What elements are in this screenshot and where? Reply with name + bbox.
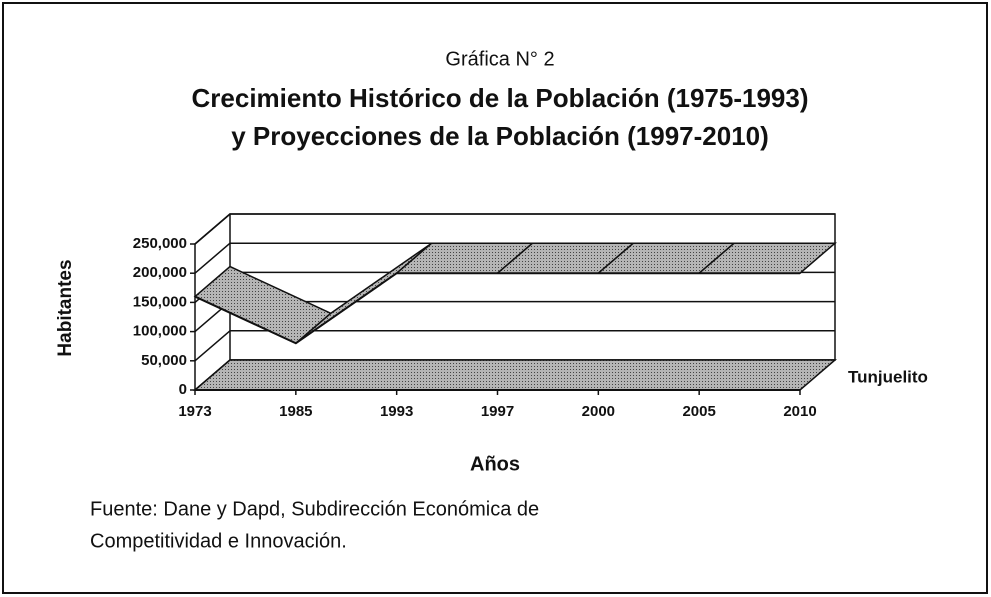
- source: Competitividad e Innovación.: [90, 530, 347, 552]
- x-tick-label: 1985: [279, 403, 312, 420]
- y-tick-label: 150,000: [133, 293, 187, 310]
- x-tick-label: 1997: [481, 403, 514, 420]
- grid-line: [194, 213, 231, 245]
- x-tick-label: 1973: [178, 403, 211, 420]
- legend-label: Tunjuelito: [848, 367, 928, 386]
- y-tick-label: 0: [179, 381, 187, 398]
- x-tick-label: 1993: [380, 403, 413, 420]
- chart-title: Crecimiento Histórico de la Población (1…: [192, 83, 809, 113]
- y-axis-label: Habitantes: [55, 259, 76, 356]
- back-wall: [229, 213, 836, 361]
- y-tick-label: 50,000: [141, 352, 187, 369]
- chart-title: y Proyecciones de la Población (1997-201…: [231, 121, 769, 151]
- source: Fuente: Dane y Dapd, Subdirección Económ…: [90, 498, 539, 520]
- y-tick-label: 200,000: [133, 264, 187, 281]
- x-tick-label: 2005: [682, 403, 715, 420]
- x-tick-label: 2000: [582, 403, 615, 420]
- y-tick-label: 250,000: [133, 235, 187, 252]
- line-edge: [194, 272, 800, 345]
- x-tick-label: 2010: [783, 403, 816, 420]
- figure-label: Gráfica N° 2: [445, 48, 554, 70]
- y-tick-label: 100,000: [133, 323, 187, 340]
- grid-line: [194, 330, 231, 362]
- grid-line: [194, 242, 231, 274]
- x-axis-label: Años: [470, 453, 520, 475]
- floor: [192, 359, 838, 391]
